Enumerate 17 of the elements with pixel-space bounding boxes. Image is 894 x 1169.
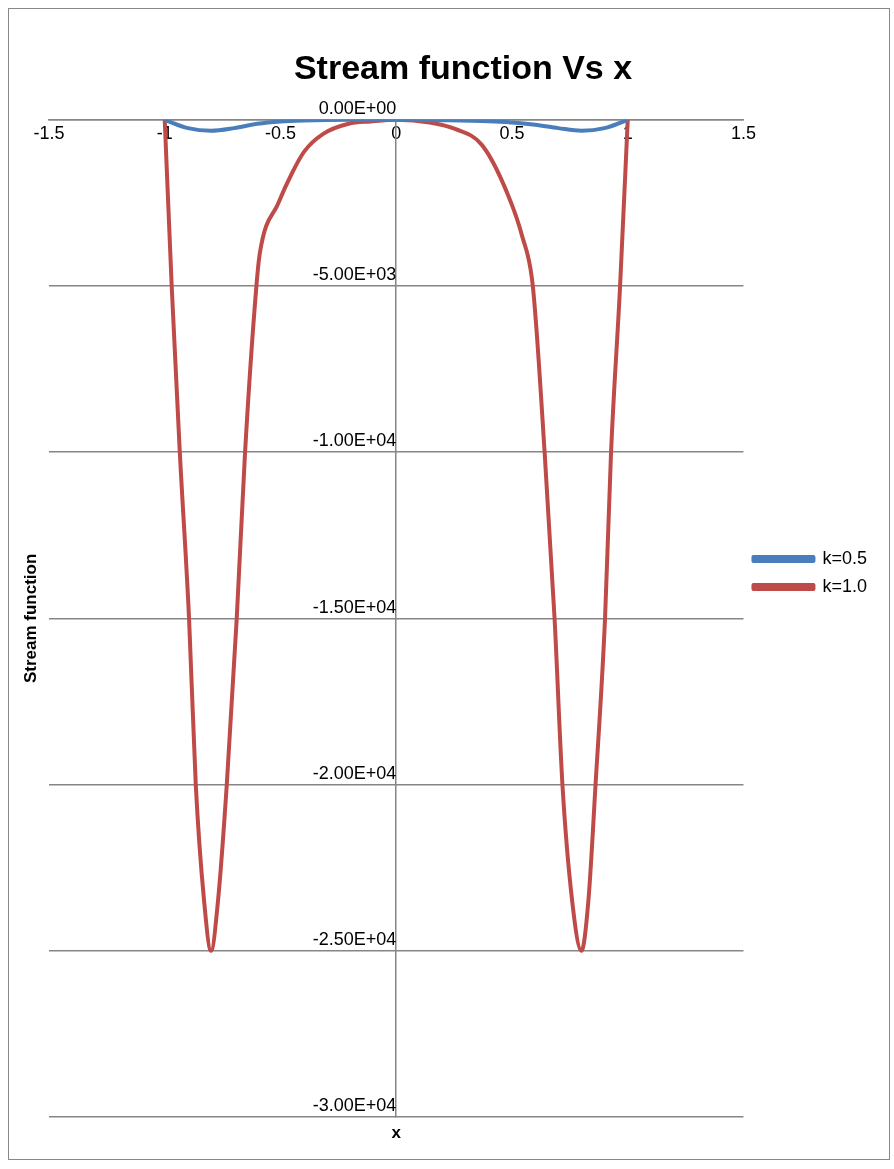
x-axis-title: x [391, 1123, 402, 1143]
legend-label: k=1.0 [822, 575, 868, 596]
x-tick-label: -0.5 [264, 122, 296, 143]
x-tick-label: 0.5 [499, 122, 525, 143]
y-tick-label: -5.00E+03 [312, 264, 397, 285]
y-tick-label: -1.00E+04 [312, 430, 397, 451]
legend-label: k=0.5 [822, 547, 868, 568]
x-tick-label: 1.5 [730, 122, 756, 143]
y-tick-label: 0.00E+00 [318, 97, 397, 118]
y-tick-label: -2.00E+04 [312, 762, 397, 783]
y-axis-title: Stream function [20, 553, 40, 684]
chart-title: Stream function Vs x [293, 47, 633, 86]
y-tick-label: -2.50E+04 [312, 928, 397, 949]
x-tick-label: -1.5 [33, 122, 65, 143]
x-tick-label: 0 [391, 122, 402, 143]
y-tick-label: -3.00E+04 [312, 1095, 397, 1116]
y-tick-label: -1.50E+04 [312, 596, 397, 617]
